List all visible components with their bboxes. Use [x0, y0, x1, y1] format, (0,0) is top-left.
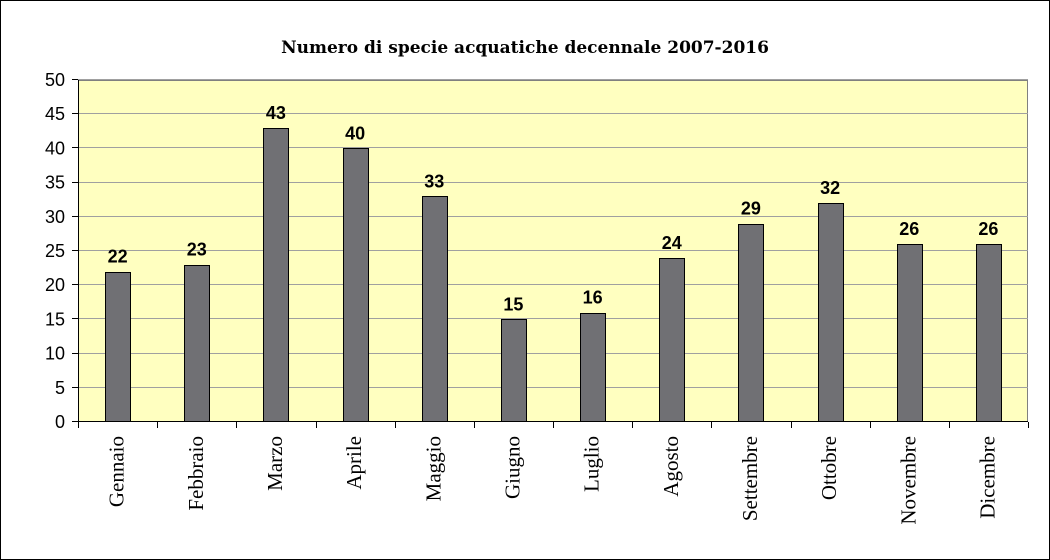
y-tick-label: 5: [55, 378, 65, 398]
y-tick-label: 10: [45, 344, 65, 364]
x-tick-label: Ottobre: [817, 436, 841, 500]
x-tick-label: Giugno: [500, 436, 524, 499]
y-tick-label: 50: [45, 70, 65, 90]
bar-agosto: [659, 258, 685, 422]
y-tick-label: 30: [45, 207, 65, 227]
y-tick-label: 25: [45, 241, 65, 261]
x-tick-label: Luglio: [580, 436, 604, 492]
x-tick-label: Marzo: [263, 436, 287, 491]
bars: [105, 128, 1002, 422]
chart-title: Numero di specie acquatiche decennale 20…: [281, 38, 769, 58]
data-label: 29: [741, 199, 761, 219]
x-tick-label: Agosto: [659, 436, 683, 497]
bar-marzo: [263, 128, 289, 422]
data-label: 23: [187, 240, 207, 260]
y-tick-label: 15: [45, 309, 65, 329]
bar-febbraio: [184, 265, 210, 422]
data-label: 33: [424, 171, 444, 191]
data-labels: 22 23 43 40 33 15 16 24 29 32 26 26: [108, 103, 999, 315]
gridlines: [78, 79, 1028, 388]
x-tick-label: Gennaio: [105, 436, 129, 507]
data-label: 22: [108, 247, 128, 267]
x-tick-label: Settembre: [738, 436, 762, 521]
data-label: 43: [266, 103, 286, 123]
x-tick-marks: [78, 422, 1029, 428]
data-label: 26: [899, 219, 919, 239]
bar-dicembre: [976, 244, 1002, 422]
bar-luglio: [580, 313, 606, 422]
y-tick-label: 0: [55, 412, 65, 432]
bar-maggio: [422, 196, 448, 422]
y-tick-label: 40: [45, 138, 65, 158]
x-tick-label: Aprile: [342, 436, 366, 490]
x-tick-label: Maggio: [421, 436, 445, 501]
x-tick-labels: Gennaio Febbraio Marzo Aprile Maggio Giugno Lu…: [105, 436, 1000, 525]
y-tick-label: 45: [45, 104, 65, 124]
data-label: 24: [662, 233, 682, 253]
data-label: 26: [978, 219, 998, 239]
data-label: 16: [583, 288, 603, 308]
y-tick-marks: [72, 79, 78, 422]
bar-settembre: [738, 224, 764, 422]
data-label: 32: [820, 178, 840, 198]
y-tick-labels: 0 5 10 15 20 25 30 35 40 45 50: [45, 70, 65, 432]
data-label: 40: [345, 123, 365, 143]
bar-ottobre: [818, 203, 844, 422]
bar-gennaio: [105, 272, 131, 422]
x-tick-label: Febbraio: [184, 436, 208, 511]
y-tick-label: 20: [45, 275, 65, 295]
data-label: 15: [503, 294, 523, 314]
x-tick-label: Novembre: [896, 436, 920, 525]
x-tick-label: Dicembre: [975, 436, 999, 519]
bar-giugno: [501, 319, 527, 422]
bar-novembre: [897, 244, 923, 422]
y-tick-label: 35: [45, 173, 65, 193]
bar-aprile: [343, 148, 369, 422]
